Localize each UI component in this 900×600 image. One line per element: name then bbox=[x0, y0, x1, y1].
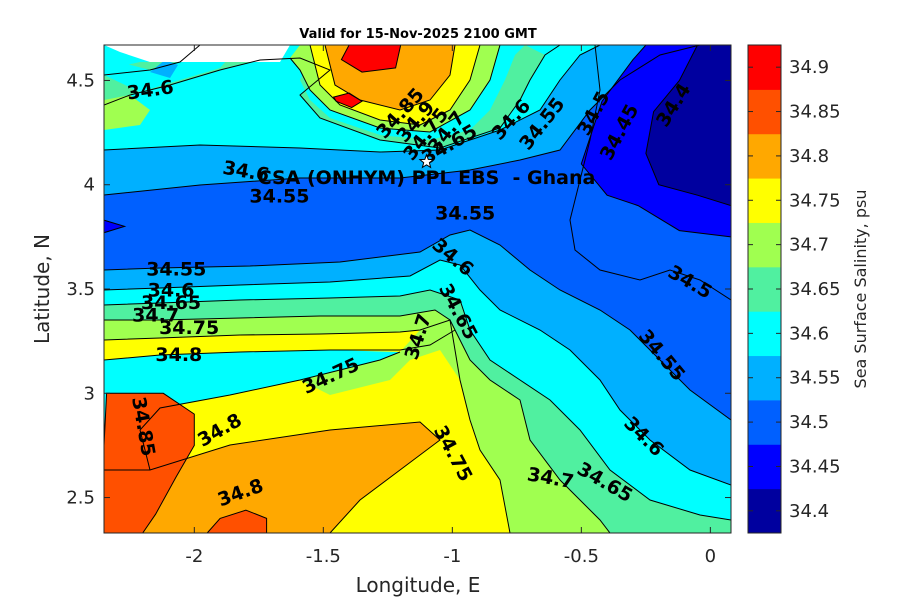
region-34.85 bbox=[104, 392, 195, 533]
contour-line bbox=[289, 45, 501, 133]
colorbar-swatch bbox=[748, 89, 781, 135]
contour-label: 34.65 bbox=[141, 292, 201, 314]
colorbar-tick-label: 34.85 bbox=[789, 102, 841, 123]
x-tick-label: -1.5 bbox=[306, 546, 341, 567]
region-34.85 bbox=[206, 509, 268, 533]
site-label: CSA (ONHYM) PPL EBS - Ghana bbox=[258, 167, 596, 189]
contour-line bbox=[569, 45, 731, 301]
colorbar-tick-label: 34.7 bbox=[789, 235, 829, 256]
contour-line bbox=[139, 351, 401, 471]
band-34.55-south bbox=[104, 230, 731, 485]
x-tick-label: 0 bbox=[705, 546, 716, 567]
y-axis-label: Latitude, N bbox=[30, 234, 54, 344]
contour-line bbox=[104, 259, 731, 486]
band-34.75 bbox=[104, 320, 510, 533]
x-axis-label: Longitude, E bbox=[356, 573, 481, 597]
region-34.45 bbox=[104, 219, 127, 234]
contour-line bbox=[104, 229, 731, 421]
band-34.5 bbox=[104, 45, 731, 420]
y-tick-label: 4 bbox=[84, 175, 95, 196]
colorbar-swatch bbox=[748, 266, 781, 312]
region-34.9 bbox=[340, 45, 402, 73]
colorbar-tick-label: 34.8 bbox=[789, 146, 829, 167]
colorbar-tick-label: 34.45 bbox=[789, 456, 841, 477]
colorbar-tick-label: 34.9 bbox=[789, 57, 829, 78]
colorbar-tick-label: 34.4 bbox=[789, 501, 829, 522]
y-tick-label: 2.5 bbox=[66, 488, 95, 509]
colorbar-swatch bbox=[748, 488, 781, 534]
x-tick-label: -2 bbox=[185, 546, 203, 567]
colorbar-label: Sea Surface Salinity, psu bbox=[851, 190, 870, 389]
contour-line bbox=[104, 421, 441, 533]
colorbar-swatch bbox=[748, 222, 781, 268]
colorbar-tick-label: 34.65 bbox=[789, 279, 841, 300]
contour-label: 34.75 bbox=[159, 317, 219, 339]
colorbar-swatch bbox=[748, 178, 781, 223]
contour-label: 34.55 bbox=[249, 186, 309, 208]
y-tick-label: 3 bbox=[84, 383, 95, 404]
contour-line bbox=[104, 45, 201, 76]
band-34.55-north bbox=[104, 45, 700, 195]
band-34.65 bbox=[104, 290, 731, 533]
contour-lines bbox=[104, 45, 731, 533]
x-tick-label: -1 bbox=[443, 546, 461, 567]
band-34.6-south bbox=[104, 260, 731, 520]
contour-line bbox=[104, 45, 561, 149]
x-tick-label: -0.5 bbox=[564, 546, 599, 567]
band-34.8-south bbox=[104, 422, 440, 533]
contour-line bbox=[104, 289, 731, 521]
contour-label: 34.8 bbox=[155, 344, 202, 366]
contour-line bbox=[104, 45, 701, 196]
y-tick-label: 4.5 bbox=[66, 70, 95, 91]
colorbar-swatch bbox=[748, 399, 781, 445]
chart-title: Valid for 15-Nov-2025 2100 GMT bbox=[299, 27, 537, 42]
band-34.65-north bbox=[104, 45, 545, 148]
colorbar-swatch bbox=[748, 311, 781, 357]
colorbar-swatch bbox=[748, 45, 781, 90]
contour-label: 34.55 bbox=[435, 202, 495, 224]
site-marker-group: CSA (ONHYM) PPL EBS - Ghana bbox=[258, 153, 596, 189]
site-star-icon bbox=[418, 153, 435, 169]
contour-label: 34.6 bbox=[148, 280, 195, 302]
x-axis-ticks: -2 -1.5 -1 -0.5 0 bbox=[185, 45, 716, 567]
contour-line bbox=[309, 45, 481, 126]
band-34.6-north bbox=[104, 45, 580, 152]
contour-line bbox=[104, 45, 601, 153]
y-tick-label: 3.5 bbox=[66, 279, 95, 300]
colorbar-tick-label: 34.6 bbox=[789, 323, 829, 344]
contour-label: 34.7 bbox=[132, 305, 179, 327]
band-34.7 bbox=[104, 310, 610, 533]
colorbar: 34.4 34.45 34.5 34.55 34.6 34.65 34.7 34.75 34.8… bbox=[747, 44, 841, 534]
colorbar-tick-label: 34.75 bbox=[789, 190, 841, 211]
colorbar-tick-label: 34.5 bbox=[789, 412, 829, 433]
contour-line bbox=[104, 329, 456, 361]
contour-label: 34.55 bbox=[146, 259, 206, 281]
colorbar-swatch bbox=[748, 444, 781, 490]
colorbar-tick-label: 34.55 bbox=[789, 368, 841, 389]
contour-line bbox=[104, 319, 511, 533]
colorbar-swatch bbox=[748, 133, 781, 179]
y-axis-ticks: 2.5 3 3.5 4 4.5 bbox=[66, 70, 731, 509]
contour-line bbox=[104, 309, 611, 533]
contour-region-fills bbox=[104, 45, 731, 533]
region-34.4 bbox=[645, 45, 731, 207]
contour-line bbox=[324, 45, 456, 111]
land-mask bbox=[104, 45, 290, 62]
colorbar-swatch bbox=[748, 355, 781, 401]
